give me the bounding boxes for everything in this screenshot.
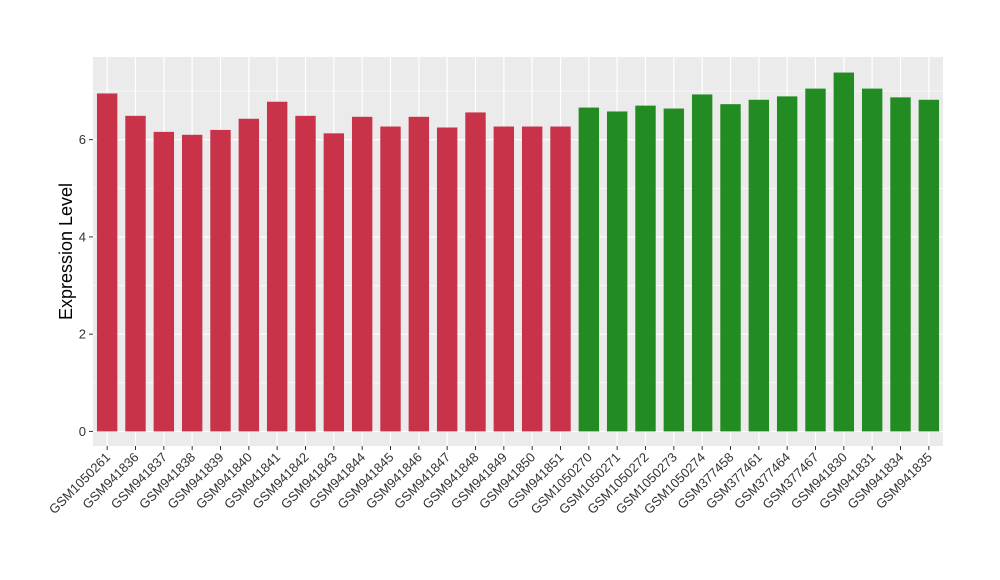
bar-GSM941849 <box>493 126 515 432</box>
y-tick-label: 4 <box>79 229 86 244</box>
bar-GSM941842 <box>295 115 316 432</box>
y-tick-label: 0 <box>79 424 86 439</box>
bar-GSM941835 <box>918 99 940 432</box>
bar-GSM941834 <box>890 97 911 432</box>
bar-GSM941851 <box>550 126 571 432</box>
bar-GSM1050261 <box>96 93 118 432</box>
bar-GSM1050272 <box>635 105 656 432</box>
bar-GSM941850 <box>521 126 543 432</box>
bar-GSM941830 <box>833 72 855 432</box>
bar-GSM941836 <box>125 115 146 432</box>
bar-GSM941843 <box>323 133 345 432</box>
bar-GSM1050274 <box>691 94 713 432</box>
x-axis: GSM1050261GSM941836GSM941837GSM941838GSM… <box>46 446 935 517</box>
bar-GSM1050270 <box>578 107 600 432</box>
bar-GSM377458 <box>720 104 741 432</box>
bar-GSM941847 <box>436 127 458 432</box>
plot-panel <box>93 57 943 446</box>
bar-GSM941838 <box>181 134 203 432</box>
bar-GSM941831 <box>861 88 883 432</box>
bar-GSM377464 <box>776 96 798 432</box>
bar-GSM941840 <box>238 118 260 432</box>
bar-GSM941848 <box>465 112 486 432</box>
bar-GSM377467 <box>805 88 826 432</box>
bar-GSM941837 <box>153 131 175 432</box>
bar-GSM1050271 <box>606 111 628 432</box>
bar-GSM941845 <box>380 126 401 432</box>
bar-GSM941841 <box>266 101 288 432</box>
bar-GSM941844 <box>351 116 373 432</box>
bar-GSM941839 <box>210 129 231 432</box>
y-axis: 0 2 4 6 <box>79 132 93 439</box>
y-axis-title: Expression Level <box>56 183 76 320</box>
y-tick-label: 2 <box>79 327 86 342</box>
bar-GSM1050273 <box>663 108 685 432</box>
y-tick-label: 6 <box>79 132 86 147</box>
bar-GSM377461 <box>748 99 770 432</box>
bars <box>96 72 940 432</box>
bar-GSM941846 <box>408 116 430 432</box>
